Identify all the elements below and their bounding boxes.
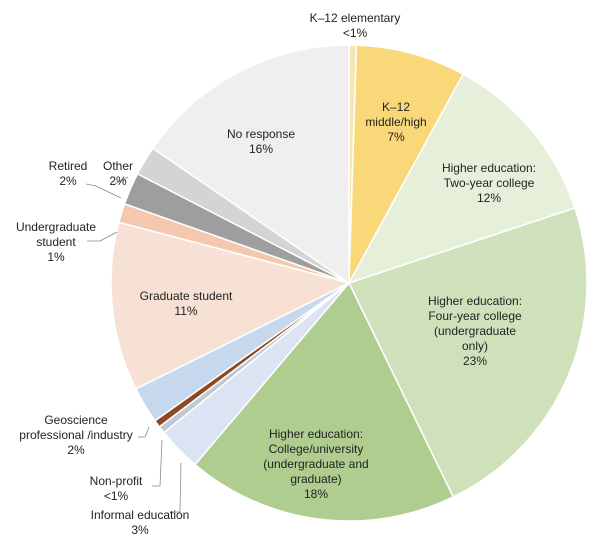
slice-percent-11: 2% [59, 174, 77, 188]
leader-line-5 [170, 462, 182, 513]
slice-label-line-6: Non-profit [90, 474, 143, 488]
pie-slice-2 [347, 73, 576, 285]
slice-percent-0: <1% [343, 26, 368, 40]
slice-label-line-2: Higher education: [442, 161, 536, 175]
slice-percent-10: 1% [47, 250, 65, 264]
slice-label-13: No response 16% [227, 127, 295, 156]
slice-label-10: Undergraduate student 1% [16, 220, 96, 264]
leader-line-6 [152, 439, 163, 487]
slice-label-5: Informal education 3% [91, 508, 190, 537]
slice-label-line-4: College/university [269, 442, 364, 456]
slice-percent-9: 11% [174, 304, 197, 318]
pie-slice-3 [347, 207, 588, 498]
slice-label-line-8: Geoscience [44, 413, 108, 427]
slice-label-line-3: Four-year college [428, 309, 522, 323]
slice-percent-3: 23% [463, 354, 487, 368]
slice-label-3: Higher education: Four-year college (under… [428, 294, 522, 368]
pie-slice-4 [194, 281, 455, 522]
slice-label-line-5: Informal education [91, 508, 190, 522]
slice-label-line-12: Other [103, 159, 133, 173]
slice-percent-6: <1% [104, 489, 129, 503]
slice-percent-8: 2% [67, 443, 85, 457]
slice-label-2: Higher education: Two-year college 12% [442, 161, 536, 205]
slice-label-line-11: Retired [49, 159, 88, 173]
slice-label-6: Non-profit <1% [90, 474, 143, 503]
slice-label-9: Graduate student 11% [140, 289, 233, 318]
pie-slice-13 [151, 44, 350, 285]
pie-slice-9 [110, 221, 352, 390]
slice-label-line-8: professional /industry [19, 428, 132, 442]
slice-label-line-10: Undergraduate [16, 220, 96, 234]
slice-label-8: Geoscience professional /industry 2% [19, 413, 132, 457]
slice-label-line-1: K–12 [382, 100, 410, 114]
slice-label-line-4: (undergraduate and [263, 457, 368, 471]
slice-label-11: Retired 2% [49, 159, 88, 188]
slice-label-line-2: Two-year college [444, 176, 535, 190]
leader-line-10 [87, 231, 118, 242]
leader-line-8 [138, 426, 150, 438]
slice-label-line-3: only) [462, 339, 488, 353]
slice-label-line-4: graduate) [290, 472, 341, 486]
slice-percent-1: 7% [387, 130, 405, 144]
slice-label-1: K–12 middle/high 7% [365, 100, 426, 144]
slice-percent-13: 16% [249, 142, 273, 156]
slice-label-0: K–12 elementary <1% [310, 11, 401, 40]
slice-label-line-4: Higher education: [269, 427, 363, 441]
leader-line-12 [112, 176, 129, 186]
slice-label-line-13: No response [227, 127, 295, 141]
slice-label-line-3: Higher education: [428, 294, 522, 308]
slice-label-line-3: (undergraduate [434, 324, 516, 338]
slice-percent-2: 12% [477, 191, 501, 205]
slice-label-line-9: Graduate student [140, 289, 233, 303]
slice-percent-4: 18% [304, 487, 328, 501]
slice-percent-5: 3% [131, 523, 149, 537]
slice-label-4: Higher education: College/university (unde… [263, 427, 368, 501]
slice-label-line-1: middle/high [365, 115, 426, 129]
leader-line-11 [85, 183, 122, 199]
slice-label-line-0: K–12 elementary [310, 11, 401, 25]
slice-label-12: Other 2% [103, 159, 133, 188]
slice-percent-12: 2% [109, 174, 127, 188]
slice-label-line-10: student [36, 235, 76, 249]
pie-slice-1 [348, 44, 465, 284]
